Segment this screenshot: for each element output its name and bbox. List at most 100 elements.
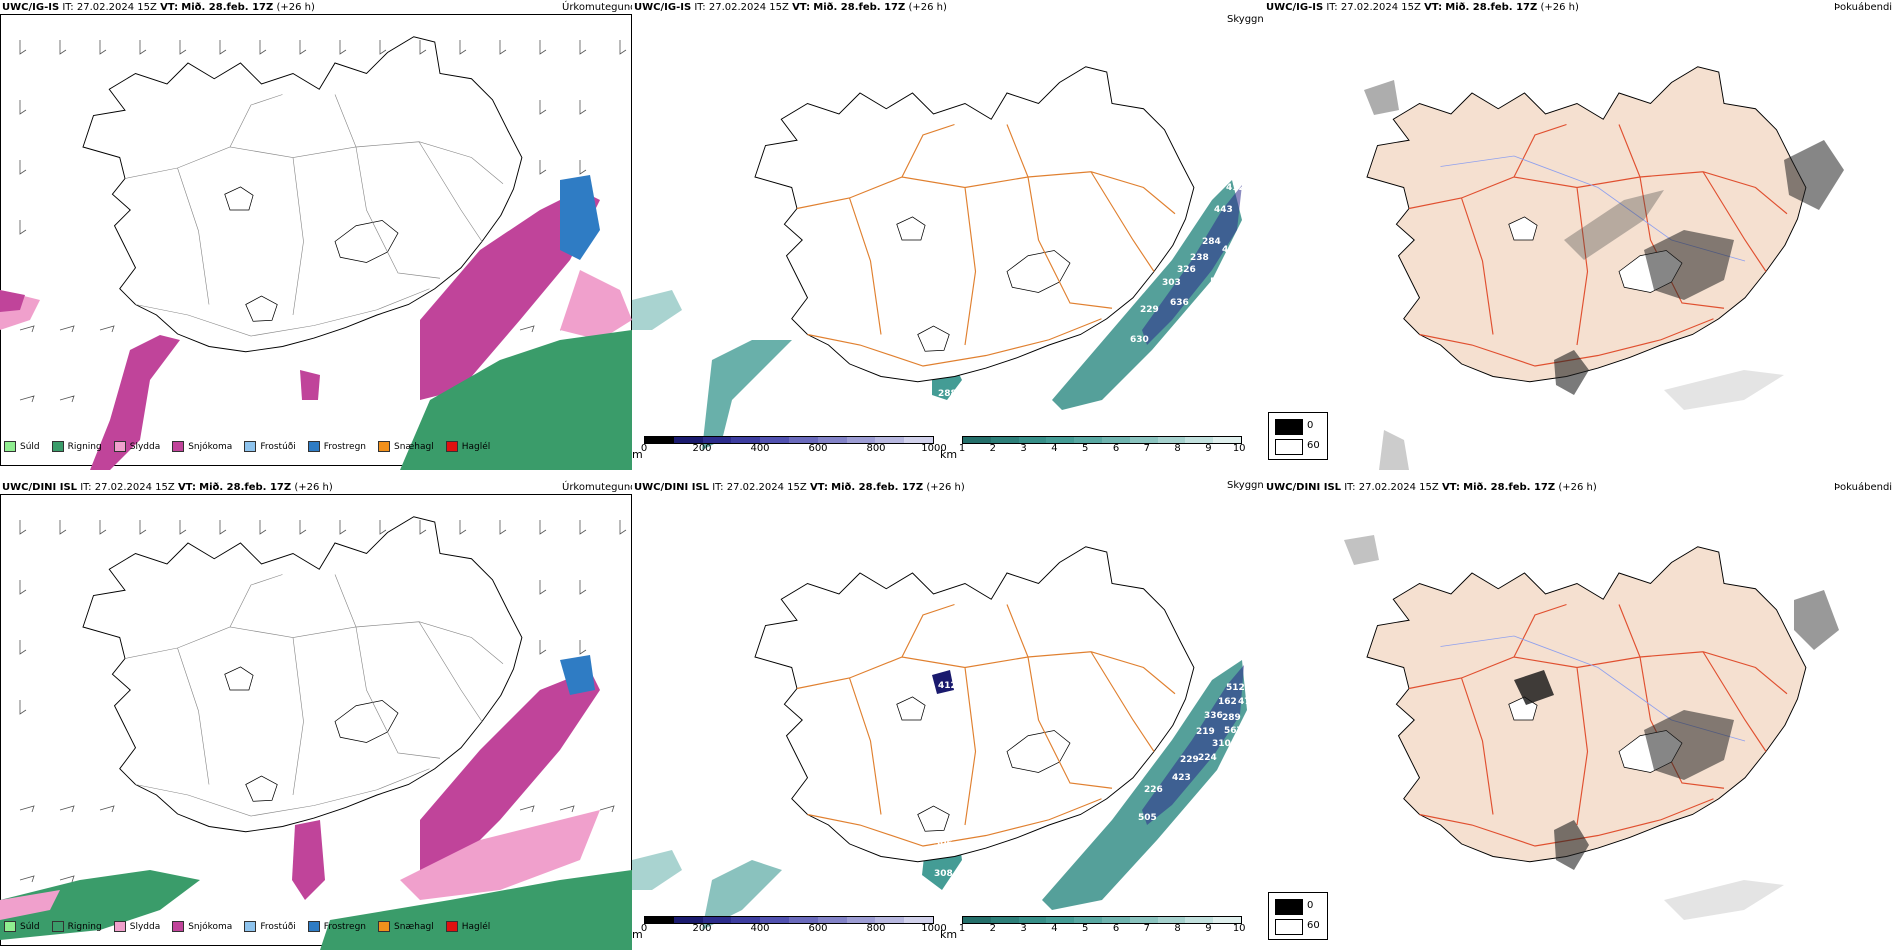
visibility-values: 412 443 284 238 417 326 303 532 636 229 … (938, 183, 1245, 399)
value-label: 506 (934, 839, 953, 849)
tick-label: 1000 (921, 443, 947, 454)
fog-map (1364, 66, 1844, 470)
run-header: UWC/IG-IS IT: 27.02.2024 15Z VT: Mið. 28… (634, 2, 947, 13)
precip-legend: Súld Rigning Slydda Snjókoma Frostúði Fr… (4, 441, 490, 452)
colorbar-strip (644, 436, 934, 444)
tick-label: 2 (989, 443, 996, 454)
precip-type-panel-row2: UWC/DINI ISL IT: 27.02.2024 15Z VT: Mið.… (0, 480, 632, 950)
tick-label: 3 (1020, 443, 1027, 454)
legend-item: Slydda (113, 441, 160, 452)
unit-km: km (940, 448, 958, 461)
colorbar-strip (962, 436, 1242, 444)
value-label: 412 (938, 681, 957, 691)
value-label: 162 (1218, 697, 1237, 707)
tick-label: 10 (1232, 443, 1246, 454)
tick-label: 200 (692, 443, 712, 454)
tick-label: 200 (692, 923, 712, 934)
tick-label: 800 (866, 443, 886, 454)
panel-title-precip: Úrkomutegund (562, 2, 632, 13)
tick-label: 3 (1020, 923, 1027, 934)
legend-swatch (307, 921, 320, 932)
legend-item: Súld (4, 921, 40, 932)
legend-swatch (378, 441, 391, 452)
colorbar-strip (644, 916, 934, 924)
fog-map (1344, 535, 1839, 920)
visibility-map: 412 443 284 238 417 326 303 532 636 229 … (632, 66, 1245, 450)
legend-item: Haglél (445, 921, 490, 932)
value-label: 412 (1226, 183, 1245, 193)
legend-swatch (445, 921, 458, 932)
tick-label: 0 (640, 923, 648, 934)
legend-swatch (51, 441, 64, 452)
precip-type-map (0, 516, 632, 950)
tick-label: 1000 (921, 923, 947, 934)
tick-label: 2 (989, 923, 996, 934)
fog-legend: 0 60 (1268, 892, 1328, 940)
value-label: 229 (1180, 755, 1199, 765)
tick-label: 4 (1051, 443, 1058, 454)
tick-label: 8 (1174, 443, 1181, 454)
legend-item: Slydda (113, 921, 160, 932)
tick-label: 600 (808, 443, 828, 454)
fog-legend-swatch (1275, 919, 1303, 935)
value-label: 636 (1170, 298, 1189, 308)
legend-swatch (172, 441, 185, 452)
legend-swatch (307, 441, 320, 452)
precip-type-panel-row1: UWC/IG-IS IT: 27.02.2024 15Z VT: Mið. 28… (0, 0, 632, 470)
legend-swatch (445, 441, 458, 452)
fog-panel-row1: UWC/IG-IS IT: 27.02.2024 15Z VT: Mið. 28… (1264, 0, 1900, 470)
visibility-values: 512 475 162 289 336 567 219 310 229 224 … (934, 681, 1257, 879)
value-label: 326 (1177, 265, 1196, 275)
legend-swatch (113, 441, 126, 452)
colorbar-strip (962, 916, 1242, 924)
precip-type-map (0, 36, 632, 470)
tick-label: 7 (1143, 923, 1150, 934)
value-label: 475 (1238, 697, 1257, 707)
value-label: 505 (1138, 813, 1157, 823)
tick-label: 6 (1112, 443, 1120, 454)
legend-swatch (4, 441, 16, 452)
run-header: UWC/DINI ISL IT: 27.02.2024 15Z VT: Mið.… (2, 482, 333, 493)
run-header: UWC/IG-IS IT: 27.02.2024 15Z VT: Mið. 28… (2, 2, 315, 13)
tick-label: 1 (958, 923, 966, 934)
run-header: UWC/IG-IS IT: 27.02.2024 15Z VT: Mið. 28… (1266, 2, 1579, 13)
tick-label: 1 (958, 443, 966, 454)
legend-item: Frostúði (244, 441, 296, 452)
tick-label: 10 (1232, 923, 1246, 934)
value-label: 443 (1214, 205, 1233, 215)
visibility-map: 512 475 162 289 336 567 219 310 229 224 … (632, 546, 1257, 930)
visibility-km-colorbar: 1 2 3 4 5 6 7 8 9 10 (959, 436, 1246, 454)
visibility-panel-row2: 512 475 162 289 336 567 219 310 229 224 … (632, 480, 1264, 950)
legend-swatch (244, 921, 257, 932)
value-label: 284 (1202, 237, 1221, 247)
fog-legend: 0 60 (1268, 412, 1328, 460)
legend-item: Snjókoma (172, 921, 232, 932)
tick-label: 9 (1205, 443, 1212, 454)
legend-swatch (378, 921, 391, 932)
value-label: 238 (1190, 253, 1209, 263)
value-label: 303 (1162, 278, 1181, 288)
value-label: 512 (1226, 683, 1245, 693)
panel-title-visibility: Skyggni (1227, 14, 1264, 25)
tick-label: 8 (1174, 923, 1181, 934)
legend-swatch (51, 921, 64, 932)
value-label: 630 (1130, 335, 1149, 345)
unit-m: m (632, 928, 643, 941)
fog-panel-row2: UWC/DINI ISL IT: 27.02.2024 15Z VT: Mið.… (1264, 480, 1900, 950)
value-label: 288 (938, 389, 957, 399)
legend-item: Frostúði (244, 921, 296, 932)
tick-label: 0 (640, 443, 648, 454)
value-label: 224 (1198, 753, 1217, 763)
panel-title-precip: Úrkomutegund (562, 482, 632, 493)
tick-label: 5 (1082, 923, 1089, 934)
tick-label: 9 (1205, 923, 1212, 934)
visibility-panel-row1: 412 443 284 238 417 326 303 532 636 229 … (632, 0, 1264, 470)
tick-label: 5 (1082, 443, 1089, 454)
legend-item: Haglél (445, 441, 490, 452)
legend-item: Snjókoma (172, 441, 232, 452)
legend-item: Frostregn (307, 921, 366, 932)
value-label: 336 (1204, 711, 1223, 721)
tick-label: 400 (750, 923, 770, 934)
value-label: 229 (1140, 305, 1159, 315)
tick-label: 800 (866, 923, 886, 934)
